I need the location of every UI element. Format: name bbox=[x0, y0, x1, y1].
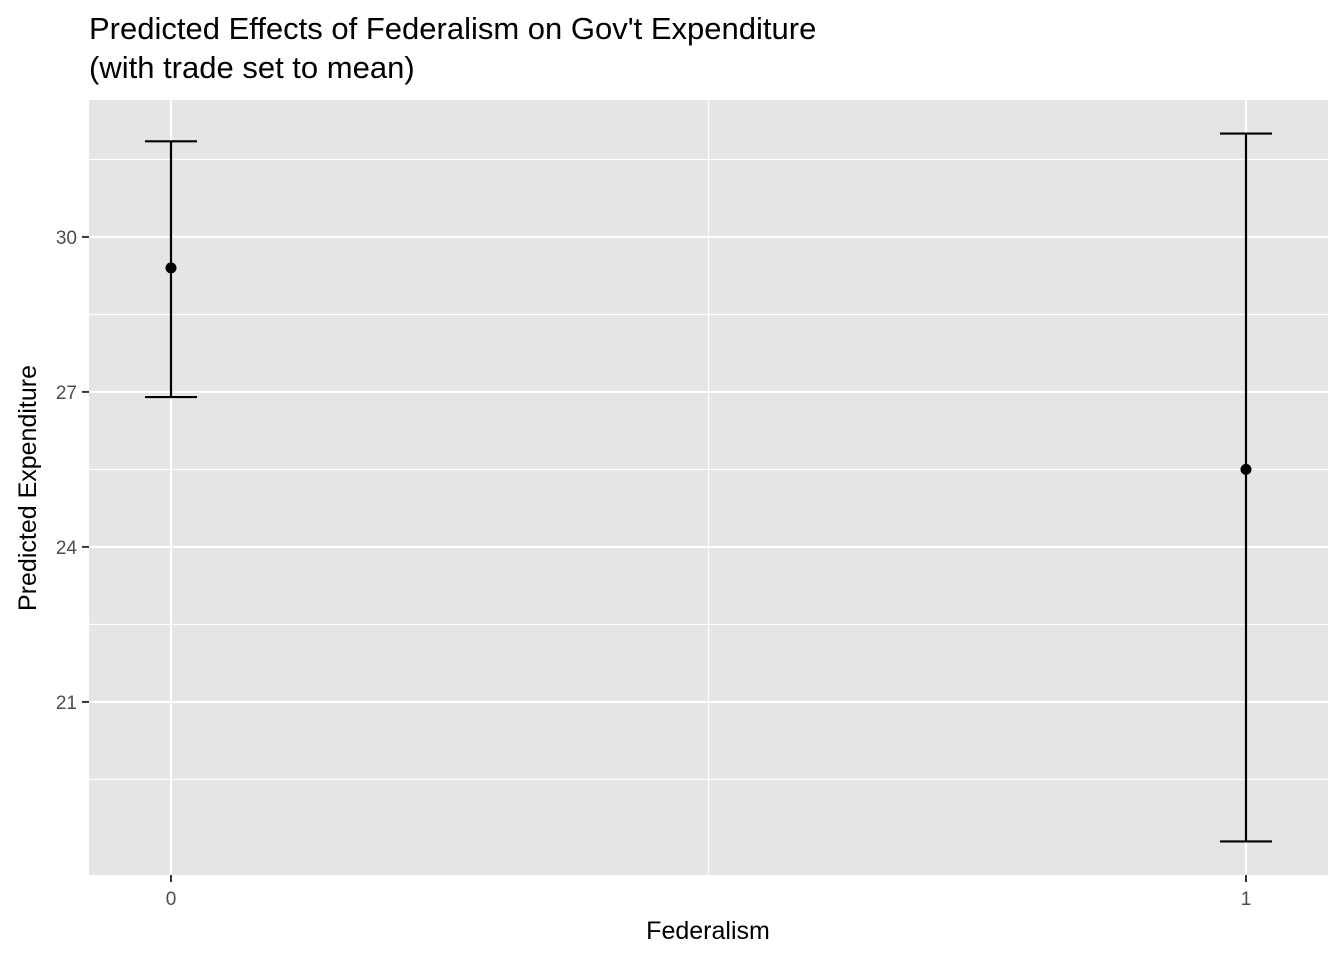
point-estimate bbox=[165, 262, 177, 274]
y-axis: 21 24 27 30 bbox=[56, 228, 89, 714]
error-bars bbox=[145, 132, 1272, 843]
y-tick-label: 27 bbox=[56, 383, 77, 404]
chart-subtitle: (with trade set to mean) bbox=[89, 50, 415, 85]
x-axis-title: Federalism bbox=[646, 917, 770, 945]
y-tick-label: 24 bbox=[56, 538, 78, 559]
y-axis-title: Predicted Expenditure bbox=[14, 365, 42, 611]
point-estimate bbox=[1240, 463, 1252, 475]
chart-title: Predicted Effects of Federalism on Gov't… bbox=[89, 11, 816, 46]
x-tick-label: 1 bbox=[1241, 889, 1252, 910]
x-tick-label: 0 bbox=[166, 889, 177, 910]
y-tick-label: 21 bbox=[56, 693, 77, 714]
grid-minor-lines bbox=[89, 100, 1328, 875]
y-tick-label: 30 bbox=[56, 228, 77, 249]
